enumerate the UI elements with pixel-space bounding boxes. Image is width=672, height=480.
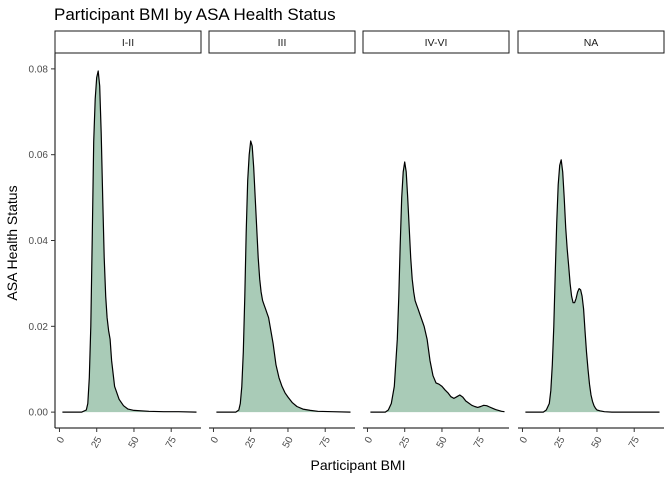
x-tick-label: 50 (435, 435, 450, 451)
facet-strip (362, 30, 510, 54)
y-tick-label: 0.00 (29, 408, 49, 419)
x-tick-label: 50 (281, 435, 296, 451)
x-tick-label: 25 (397, 435, 412, 451)
facet-strip (208, 30, 356, 54)
facet-strip (517, 30, 665, 54)
density-line (525, 159, 660, 413)
density-area (216, 141, 351, 413)
facet-panel-i-ii: I-II 0 25 50 75 (54, 30, 202, 451)
x-tick-label: 0 (55, 435, 68, 446)
facet-strip-label: I-II (122, 37, 134, 49)
facet-strip (54, 30, 202, 54)
facet-panels: I-II 0 25 50 75 III 0 25 50 75 IV-VI 0 25 50 75 NA 0 25 50… (54, 30, 665, 451)
facet-strip-label: IV-VI (425, 37, 448, 49)
y-tick-label: 0.02 (29, 322, 49, 333)
chart-title: Participant BMI by ASA Health Status (54, 5, 336, 24)
x-tick-label: 25 (243, 435, 258, 451)
y-tick-label: 0.08 (29, 64, 49, 75)
x-tick-label: 25 (552, 435, 567, 451)
x-tick-label: 0 (518, 435, 531, 446)
density-area (370, 162, 505, 413)
x-tick-label: 50 (590, 435, 605, 451)
facet-panel-iv-vi: IV-VI 0 25 50 75 (362, 30, 510, 451)
x-axis-title: Participant BMI (311, 457, 406, 473)
density-line (370, 161, 505, 413)
facet-strip-label: III (278, 37, 287, 49)
x-tick-label: 75 (627, 435, 642, 451)
y-tick-label: 0.04 (29, 236, 49, 247)
x-tick-label: 75 (472, 435, 487, 451)
density-area (525, 159, 660, 413)
density-line (62, 70, 197, 413)
y-tick-label: 0.06 (29, 150, 49, 161)
facet-strip-label: NA (584, 37, 599, 49)
x-tick-label: 0 (209, 435, 222, 446)
x-tick-label: 75 (318, 435, 333, 451)
facet-panel-iii: III 0 25 50 75 (208, 30, 356, 451)
x-tick-label: 75 (164, 435, 179, 451)
x-tick-label: 25 (89, 435, 104, 451)
y-axis-title: ASA Health Status (4, 185, 20, 300)
density-area (62, 71, 197, 413)
facet-panel-na: NA 0 25 50 75 (517, 30, 665, 451)
x-tick-label: 0 (363, 435, 376, 446)
y-axis: 0.00 0.02 0.04 0.06 0.08 (29, 53, 56, 428)
density-line (216, 140, 351, 413)
x-tick-label: 50 (127, 435, 142, 451)
